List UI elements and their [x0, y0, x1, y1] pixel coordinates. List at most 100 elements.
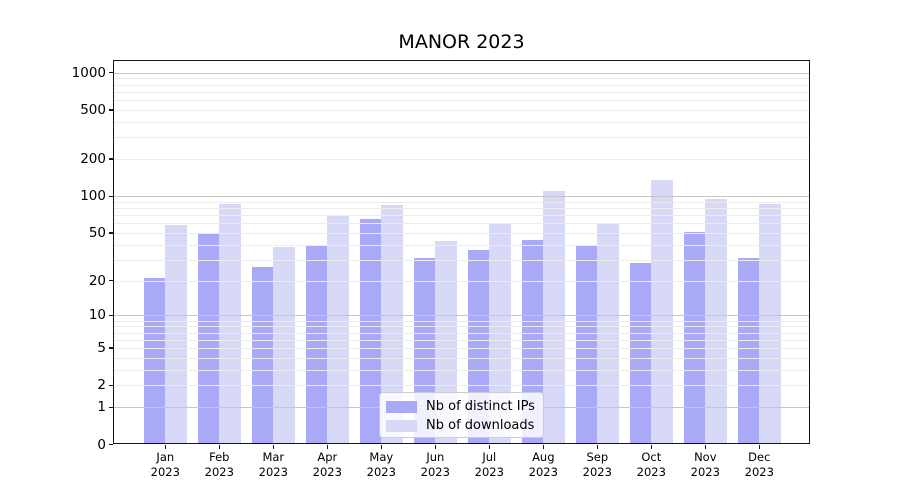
- gridline-minor-500: [113, 109, 810, 111]
- y-tick-10: [108, 314, 113, 317]
- x-tick-aug: [542, 444, 544, 449]
- x-tick-dec: [758, 444, 760, 449]
- x-tick-label-jul: Jul 2023: [474, 450, 504, 479]
- y-tick-label-0: 0: [97, 436, 106, 453]
- gridline-minor-80: [113, 208, 810, 210]
- y-tick-5: [108, 347, 113, 349]
- y-tick-label-50: 50: [88, 224, 106, 241]
- gridline-minor-300: [113, 137, 810, 139]
- y-tick-100: [108, 195, 113, 197]
- y-tick-label-20: 20: [88, 272, 106, 289]
- bar-downloads-mar: [273, 247, 295, 445]
- bar-ips-feb: [197, 232, 220, 445]
- y-tick-label-200: 200: [80, 151, 106, 168]
- gridline-minor-2: [113, 385, 810, 387]
- y-tick-label-500: 500: [80, 101, 106, 118]
- x-tick-label-may: May 2023: [366, 450, 396, 479]
- legend-entry-distinct-ips: Nb of distinct IPs: [386, 398, 536, 416]
- gridline-minor-700: [113, 91, 810, 93]
- gridline-minor-30: [113, 259, 810, 261]
- gridline-major-1000: [113, 72, 810, 74]
- bar-ips-apr: [305, 244, 328, 445]
- gridline-minor-90: [113, 201, 810, 203]
- bar-downloads-dec: [759, 203, 781, 445]
- legend-label-downloads: Nb of downloads: [426, 418, 535, 433]
- y-tick-label-1: 1: [97, 399, 106, 416]
- gridline-minor-20: [113, 280, 810, 282]
- gridline-minor-7: [113, 332, 810, 334]
- x-tick-jul: [488, 444, 490, 449]
- bar-ips-sep: [575, 244, 598, 445]
- gridline-minor-70: [113, 215, 810, 217]
- y-tick-20: [108, 280, 113, 282]
- y-tick-0: [108, 443, 113, 446]
- x-tick-label-dec: Dec 2023: [744, 450, 774, 479]
- gridline-major-10: [113, 315, 810, 317]
- x-tick-label-mar: Mar 2023: [258, 450, 288, 479]
- bar-downloads-feb: [219, 204, 241, 445]
- x-tick-apr: [326, 444, 328, 449]
- legend-swatch-ips-icon: [386, 400, 417, 413]
- y-tick-label-2: 2: [97, 377, 106, 394]
- gridline-major-100: [113, 195, 810, 198]
- legend-entry-downloads: Nb of downloads: [386, 417, 536, 435]
- x-tick-mar: [272, 444, 274, 449]
- legend-label-distinct-ips: Nb of distinct IPs: [426, 399, 535, 414]
- gridline-minor-200: [113, 159, 810, 161]
- gridline-minor-400: [113, 121, 810, 123]
- gridline-minor-40: [113, 244, 810, 246]
- y-tick-label-100: 100: [80, 188, 106, 205]
- gridline-minor-8: [113, 326, 810, 328]
- x-tick-sep: [596, 444, 598, 449]
- y-tick-2: [108, 384, 113, 387]
- y-tick-1: [108, 406, 113, 408]
- bar-downloads-aug: [543, 191, 565, 445]
- x-tick-feb: [218, 444, 220, 449]
- bar-downloads-apr: [327, 215, 349, 445]
- gridline-minor-60: [113, 223, 810, 225]
- x-tick-oct: [650, 444, 652, 449]
- x-tick-label-jan: Jan 2023: [150, 450, 180, 479]
- bar-ips-jan: [143, 278, 166, 445]
- gridline-minor-50: [113, 232, 810, 234]
- bar-downloads-sep: [597, 223, 619, 445]
- gridline-minor-3: [113, 369, 810, 371]
- x-tick-label-sep: Sep 2023: [582, 450, 612, 479]
- bar-downloads-jan: [165, 225, 187, 445]
- bar-ips-may: [359, 219, 382, 445]
- x-tick-label-jun: Jun 2023: [420, 450, 450, 479]
- x-tick-label-apr: Apr 2023: [312, 450, 342, 479]
- gridline-minor-600: [113, 100, 810, 102]
- x-tick-jan: [164, 444, 166, 449]
- x-tick-nov: [704, 444, 706, 449]
- bar-downloads-jul: [489, 223, 511, 445]
- gridline-minor-5: [113, 348, 810, 350]
- y-tick-label-10: 10: [88, 307, 106, 324]
- gridline-minor-9: [113, 320, 810, 322]
- legend: Nb of distinct IPs Nb of downloads: [379, 391, 544, 438]
- y-tick-50: [108, 232, 113, 234]
- y-tick-500: [108, 109, 113, 111]
- y-tick-label-1000: 1000: [71, 64, 106, 81]
- legend-swatch-downloads-icon: [386, 419, 417, 432]
- chart-title: MANOR 2023: [398, 31, 525, 53]
- bar-ips-dec: [737, 258, 760, 445]
- x-tick-label-oct: Oct 2023: [636, 450, 666, 479]
- x-tick-label-feb: Feb 2023: [204, 450, 234, 479]
- y-tick-1000: [108, 72, 113, 74]
- bar-ips-mar: [251, 267, 274, 445]
- bar-ips-oct: [629, 263, 652, 445]
- gridline-minor-6: [113, 339, 810, 341]
- bar-downloads-oct: [651, 179, 673, 445]
- bar-ips-nov: [683, 231, 706, 445]
- gridline-minor-4: [113, 357, 810, 359]
- y-tick-200: [108, 158, 113, 160]
- y-tick-label-5: 5: [97, 340, 106, 357]
- x-tick-label-nov: Nov 2023: [690, 450, 720, 479]
- gridline-minor-800: [113, 84, 810, 86]
- x-tick-may: [380, 444, 382, 449]
- x-tick-label-aug: Aug 2023: [528, 450, 558, 479]
